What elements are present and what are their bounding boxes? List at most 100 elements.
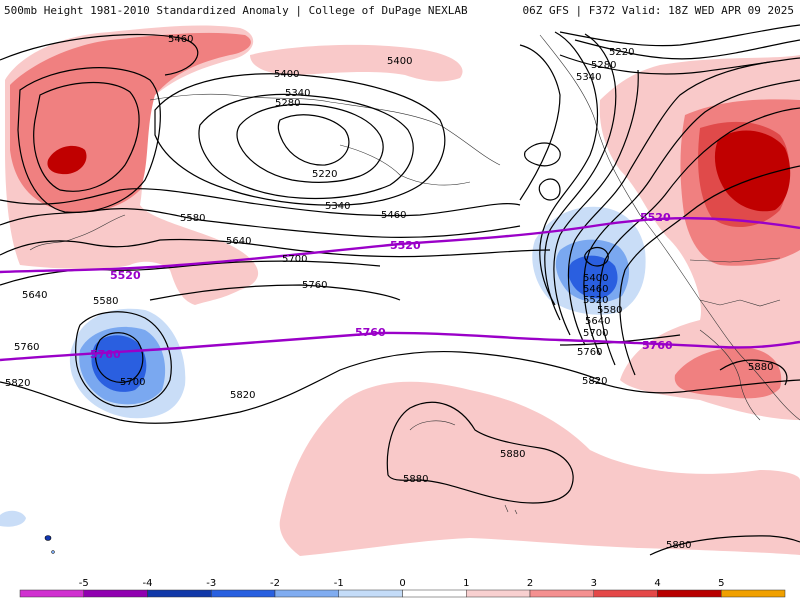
colorbar-segments	[19, 589, 786, 598]
contour-5880-right	[719, 359, 788, 386]
contour-label: 5820	[230, 390, 255, 401]
contour-label: 5220	[312, 169, 337, 180]
contour-5340-ak	[198, 93, 414, 200]
purple-contours	[0, 217, 800, 362]
anomaly-colorbar: -5 -4 -3 -2 -1 0 1 2 3 4 5	[0, 575, 800, 600]
colorbar-segment	[657, 589, 722, 598]
contour-ne-top-5220	[559, 24, 800, 47]
purple-5520-line	[0, 217, 800, 274]
contour-label: 5460	[168, 34, 193, 45]
colorbar-tick-label: 4	[654, 578, 660, 589]
colorbar-segment	[83, 589, 148, 598]
anomaly-pos1-alaska-n	[250, 44, 463, 82]
contour-5580	[0, 208, 521, 238]
contour-ne-trough-3	[544, 33, 617, 321]
colorbar-tick-label: 5	[718, 578, 724, 589]
contour-5640	[0, 238, 551, 258]
contour-5280-ak	[236, 103, 384, 183]
colorbar-tick-label: 0	[399, 578, 405, 589]
purple-contour-label: 5760	[355, 326, 386, 339]
contour-5460-main	[0, 188, 521, 217]
contour-label: 5820	[5, 378, 30, 389]
contour-label: 5580	[180, 213, 205, 224]
colorbar-tick-label: 1	[463, 578, 469, 589]
contour-nw-low-ring1	[33, 82, 140, 192]
contour-nw-low-ring2	[17, 67, 161, 213]
colorbar-segment	[19, 589, 84, 598]
contour-label: 5700	[282, 254, 307, 265]
anomaly-pos1-subtropics	[279, 381, 800, 556]
colorbar-segment	[721, 589, 786, 598]
negative-anomaly-shading	[0, 206, 646, 527]
contour-ne-trough-1	[519, 44, 561, 201]
contour-label: 5400	[387, 56, 412, 67]
contour-5760	[149, 284, 401, 301]
contour-5820-right	[589, 379, 800, 394]
colorbar-segment	[274, 589, 339, 598]
contour-pac-w-ring	[75, 311, 172, 408]
colorbar-segment	[529, 589, 594, 598]
contour-label: 5400	[274, 69, 299, 80]
contour-ne-trough-4	[553, 69, 639, 336]
colorbar-tick-label: 2	[527, 578, 533, 589]
colorbar-tick-label: 3	[591, 578, 597, 589]
contour-ne-trough-2	[539, 31, 599, 306]
colorbar-segment	[593, 589, 658, 598]
contour-label: 5460	[381, 210, 406, 221]
contour-ne-top-5340	[559, 54, 800, 75]
colorbar-tick-label: -3	[206, 578, 216, 589]
colorbar-graphic: -5 -4 -3 -2 -1 0 1 2 3 4 5	[19, 578, 786, 598]
colorbar-ticks: -5 -4 -3 -2 -1 0 1 2 3 4 5	[79, 578, 725, 589]
contour-label: 5280	[275, 98, 300, 109]
contour-ne-trough-7	[599, 107, 800, 366]
model-valid-time: 06Z GFS | F372 Valid: 18Z WED APR 09 202…	[522, 4, 794, 17]
contour-5460-nw	[0, 33, 199, 76]
contour-label: 5880	[403, 474, 428, 485]
contour-label: 5640	[226, 236, 251, 247]
colorbar-tick-label: -4	[143, 578, 153, 589]
contour-small-closed-2	[538, 178, 561, 201]
purple-labels: 5520 5520 5520 5760 5760 5760	[90, 211, 673, 361]
contour-5220-ak	[277, 114, 350, 166]
purple-contour-label: 5520	[640, 211, 671, 224]
contour-ne-top-5280	[574, 39, 800, 60]
contour-label: 5280	[591, 60, 616, 71]
contour-label: 5340	[325, 201, 350, 212]
contour-ne-trough-8	[619, 165, 800, 376]
anomaly-map: 5460 5400 5340 5280 5220 5340 5400 5460 …	[0, 19, 800, 574]
contour-5880-central	[386, 401, 574, 504]
purple-5760-line	[0, 331, 800, 362]
contour-labels: 5460 5400 5340 5280 5220 5340 5400 5460 …	[5, 34, 773, 551]
purple-contour-label: 5520	[390, 239, 421, 252]
contour-ne-low-inner	[584, 246, 609, 267]
purple-contour-label: 5760	[642, 339, 673, 352]
colorbar-segment	[466, 589, 531, 598]
colorbar-segment	[402, 589, 467, 598]
positive-anomaly-shading	[5, 25, 800, 556]
contour-label: 5760	[302, 280, 327, 291]
contour-label: 5880	[500, 449, 525, 460]
contour-label: 5760	[577, 347, 602, 358]
contour-label: 5820	[582, 376, 607, 387]
purple-contour-label: 5760	[90, 348, 121, 361]
contour-small-closed	[523, 142, 561, 167]
purple-contour-label: 5520	[110, 269, 141, 282]
contour-label: 5700	[583, 328, 608, 339]
contour-label: 5640	[585, 316, 610, 327]
contour-label: 5700	[120, 377, 145, 388]
map-title: 500mb Height 1981-2010 Standardized Anom…	[4, 4, 468, 17]
contour-label: 5400	[583, 273, 608, 284]
height-contours	[0, 24, 800, 556]
contour-label: 5880	[666, 540, 691, 551]
anomaly-pos4-nw	[47, 145, 87, 175]
contour-5820	[0, 350, 601, 424]
contour-label: 5580	[93, 296, 118, 307]
anomaly-neg3-pacific-ne	[568, 255, 618, 299]
colorbar-segment	[211, 589, 276, 598]
contour-label: 5220	[609, 47, 634, 58]
anomaly-pos4-west	[714, 130, 791, 212]
contour-pac-w-inner	[94, 332, 144, 383]
anomaly-neg1-small-sw	[0, 510, 26, 527]
contour-ne-trough-5	[567, 61, 771, 346]
contour-label: 5520	[583, 295, 608, 306]
